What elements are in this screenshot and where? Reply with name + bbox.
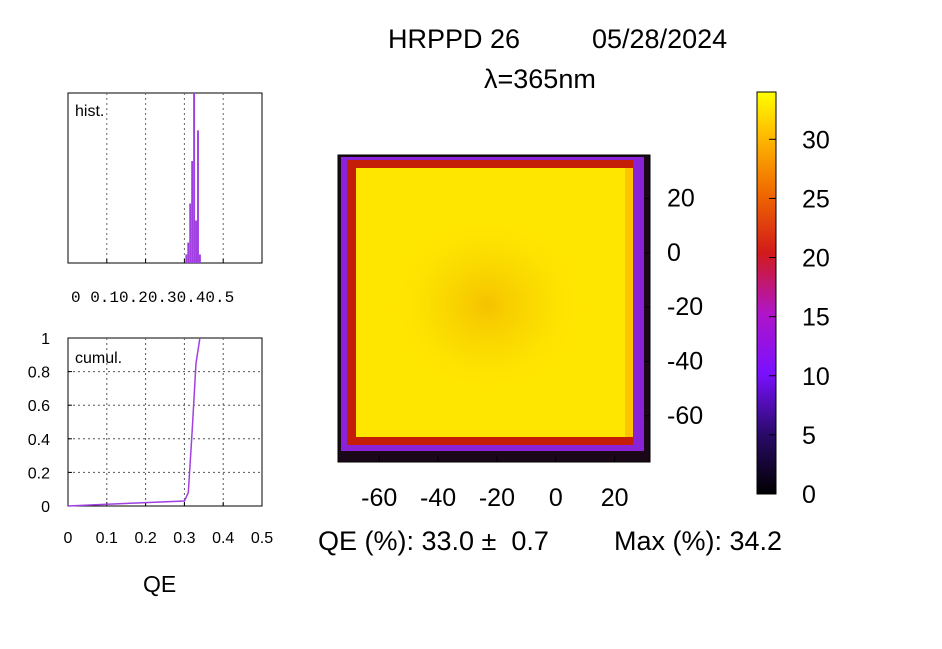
heatmap-y-tick-label: 20 xyxy=(667,184,695,212)
cumulative-y-ticks: 0 0.2 0.4 0.6 0.8 1 xyxy=(28,331,72,516)
heatmap-x-tick-label: -60 xyxy=(361,484,397,512)
colorbar-tick-label: 5 xyxy=(802,422,816,450)
heatmap-y-ticks: 20 0 -20 -40 -60 xyxy=(644,184,703,430)
cumulative-grid xyxy=(68,338,262,506)
cumulative-line xyxy=(67,337,201,507)
histogram-bars xyxy=(185,93,201,263)
cumulative-y-tick-label: 0.2 xyxy=(28,465,50,482)
histogram-bar xyxy=(187,242,190,263)
date-title: 05/28/2024 xyxy=(592,24,727,54)
heatmap-x-tick-label: 0 xyxy=(549,484,563,512)
cumulative-x-tick-label: 0.5 xyxy=(251,530,273,547)
cumulative-x-axis-label: QE xyxy=(143,571,176,597)
histogram-bar xyxy=(195,220,198,263)
colorbar-tick-label: 10 xyxy=(802,363,830,391)
heatmap-x-tick-label: -20 xyxy=(479,484,515,512)
heatmap-y-tick-label: -40 xyxy=(667,347,703,375)
heatmap-y-tick-label: 0 xyxy=(667,239,681,267)
heatmap-y-tick-label: -60 xyxy=(667,402,703,430)
colorbar-tick-label: 25 xyxy=(802,185,830,213)
heatmap-frame xyxy=(337,154,651,463)
cumulative-y-tick-label: 1 xyxy=(41,331,50,348)
histogram-label: hist. xyxy=(75,103,104,120)
qe-summary: QE (%): 33.0 ± 0.7 xyxy=(318,526,549,556)
cumulative-y-tick-label: 0 xyxy=(41,499,50,516)
heatmap-x-ticks: -60 -40 -20 0 20 xyxy=(361,456,629,512)
colorbar xyxy=(756,91,777,495)
histogram-tick-marks xyxy=(67,93,263,263)
cumulative-x-ticks: 0 0.1 0.2 0.3 0.4 0.5 xyxy=(64,502,273,547)
heatmap-y-tick-label: -20 xyxy=(667,293,703,321)
histogram-x-tick-labels: 0 0.10.20.30.40.5 xyxy=(71,289,234,307)
cumulative-x-tick-label: 0.3 xyxy=(173,530,195,547)
histogram-bar xyxy=(189,203,192,263)
histogram-bar xyxy=(191,161,194,263)
histogram-bar xyxy=(197,130,199,263)
heatmap-x-tick-label: -40 xyxy=(420,484,456,512)
wavelength-subtitle: λ=365nm xyxy=(484,64,596,94)
cumulative-x-tick-label: 0.2 xyxy=(134,530,156,547)
colorbar-tick-label: 0 xyxy=(802,481,816,509)
colorbar-ticks: 0 5 10 15 20 25 30 xyxy=(769,126,830,509)
heatmap-x-tick-label: 20 xyxy=(601,484,629,512)
heatmap-center-dip xyxy=(387,215,587,395)
cumulative-y-tick-label: 0.4 xyxy=(28,432,50,449)
histogram-frame xyxy=(67,92,263,264)
heatmap xyxy=(337,154,651,463)
colorbar-tick-label: 15 xyxy=(802,304,830,332)
cumulative-y-tick-label: 0.8 xyxy=(28,365,50,382)
histogram-bar xyxy=(198,254,201,263)
cumulative-x-tick-label: 0.1 xyxy=(96,530,118,547)
histogram-bar xyxy=(193,93,196,263)
colorbar-tick-label: 20 xyxy=(802,245,830,273)
colorbar-tick-label: 30 xyxy=(802,126,830,154)
cumulative-label: cumul. xyxy=(75,350,122,367)
heatmap-right-band xyxy=(625,168,633,437)
cumulative-x-tick-label: 0 xyxy=(64,530,73,547)
cumulative-x-tick-label: 0.4 xyxy=(212,530,234,547)
cumulative-y-tick-label: 0.6 xyxy=(28,398,50,415)
max-summary: Max (%): 34.2 xyxy=(614,526,782,556)
cumulative-frame xyxy=(67,337,263,507)
device-title: HRPPD 26 xyxy=(388,24,520,54)
histogram-bar xyxy=(185,254,188,263)
